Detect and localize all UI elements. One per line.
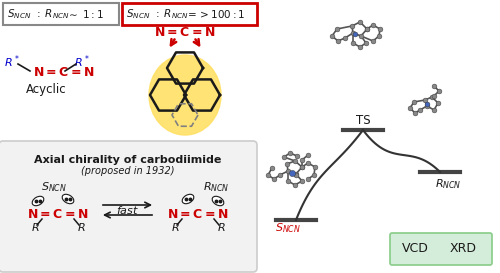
Bar <box>3 3 119 25</box>
Text: $R$: $R$ <box>76 221 86 233</box>
Text: $S_{\mathregular{NCN}}$: $S_{\mathregular{NCN}}$ <box>126 7 150 21</box>
Ellipse shape <box>212 196 224 206</box>
Text: (proposed in 1932): (proposed in 1932) <box>81 166 175 176</box>
Text: $= {>}100{:}1$: $= {>}100{:}1$ <box>185 8 246 20</box>
Text: $R_{\mathregular{NCN}}$: $R_{\mathregular{NCN}}$ <box>202 180 230 194</box>
FancyBboxPatch shape <box>0 141 257 272</box>
Text: $R$: $R$ <box>30 221 40 233</box>
Text: $\mathbf{N{=}C{=}N}$: $\mathbf{N{=}C{=}N}$ <box>33 67 94 79</box>
Text: $S_{\mathregular{NCN}}$: $S_{\mathregular{NCN}}$ <box>275 221 301 235</box>
Text: TS: TS <box>356 114 370 127</box>
Text: Acyclic: Acyclic <box>26 84 66 96</box>
Text: $R^*$: $R^*$ <box>74 54 90 70</box>
Ellipse shape <box>62 194 74 204</box>
Text: $:\ R_{\mathregular{NCN}}$: $:\ R_{\mathregular{NCN}}$ <box>34 7 70 21</box>
Text: $\mathbf{N{=}C{=}N}$: $\mathbf{N{=}C{=}N}$ <box>154 25 216 38</box>
Text: $R^*$: $R^*$ <box>4 54 20 70</box>
Ellipse shape <box>32 196 44 206</box>
Text: $R$: $R$ <box>216 221 226 233</box>
Text: $:\ R_{\mathregular{NCN}}$: $:\ R_{\mathregular{NCN}}$ <box>153 7 189 21</box>
Text: Axial chirality of carbodiimide: Axial chirality of carbodiimide <box>34 155 222 165</box>
FancyBboxPatch shape <box>390 233 492 265</box>
Bar <box>122 3 257 25</box>
Ellipse shape <box>149 55 221 135</box>
Text: XRD: XRD <box>450 242 476 256</box>
Text: $\sim\ 1{:}1$: $\sim\ 1{:}1$ <box>66 8 104 20</box>
Ellipse shape <box>182 194 194 204</box>
Text: $S_{\mathregular{NCN}}$: $S_{\mathregular{NCN}}$ <box>7 7 32 21</box>
Text: $\it{fast}$: $\it{fast}$ <box>116 204 140 216</box>
Text: $R$: $R$ <box>170 221 179 233</box>
Text: VCD: VCD <box>402 242 428 256</box>
Text: $\mathbf{N{=}C{=}N}$: $\mathbf{N{=}C{=}N}$ <box>167 209 229 221</box>
Text: $S_{\mathregular{NCN}}$: $S_{\mathregular{NCN}}$ <box>41 180 67 194</box>
Text: $\mathbf{N{=}C{=}N}$: $\mathbf{N{=}C{=}N}$ <box>27 209 89 221</box>
Text: $R_{\mathregular{NCN}}$: $R_{\mathregular{NCN}}$ <box>434 177 462 191</box>
